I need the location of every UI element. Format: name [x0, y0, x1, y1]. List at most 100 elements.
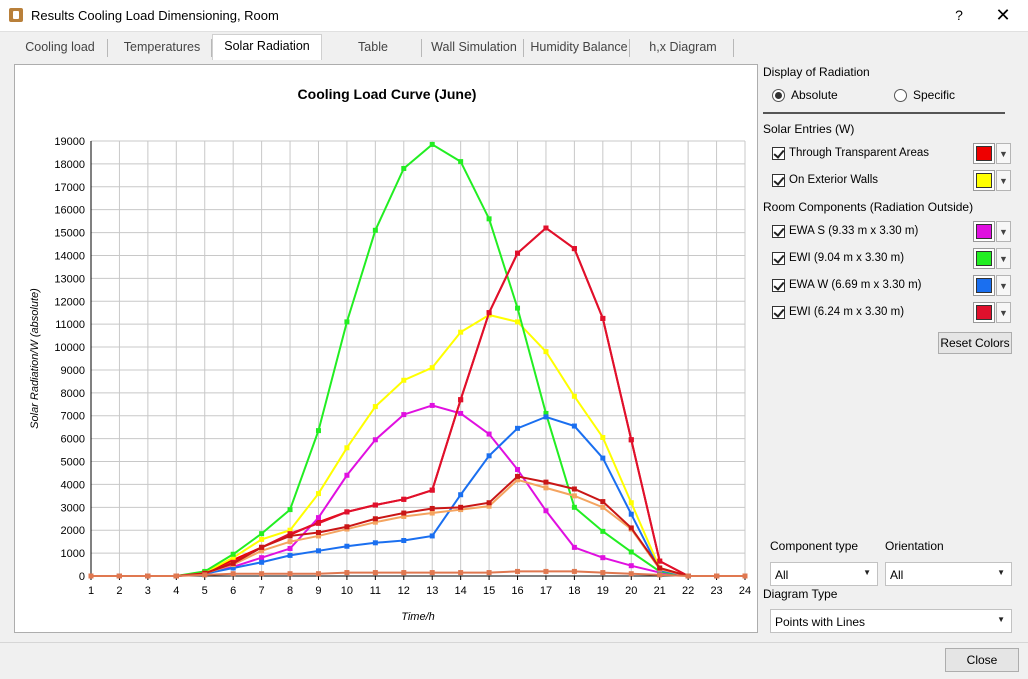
data-point [315, 515, 321, 521]
data-point [600, 434, 606, 440]
component-checkbox[interactable] [772, 306, 785, 319]
data-point [515, 473, 521, 479]
orientation-select[interactable]: All ▼ [885, 562, 1012, 586]
through-transparent-checkbox[interactable] [772, 147, 785, 160]
specific-label: Specific [913, 88, 956, 102]
diagram-type-select[interactable]: Points with Lines ▼ [770, 609, 1012, 633]
series-line [91, 475, 745, 577]
component-checkbox[interactable] [772, 252, 785, 265]
color-swatch[interactable] [973, 221, 995, 242]
data-point [315, 571, 321, 577]
data-point [486, 453, 492, 459]
chevron-down-icon[interactable]: ▼ [996, 302, 1011, 323]
y-tick-label: 19000 [54, 136, 85, 148]
tab-wall-simulation[interactable]: Wall Simulation [424, 36, 524, 59]
x-tick-label: 24 [739, 585, 751, 597]
x-tick-label: 23 [710, 585, 722, 597]
data-point [287, 539, 293, 545]
data-point [401, 513, 407, 519]
data-point [287, 533, 293, 539]
x-tick-label: 7 [259, 585, 265, 597]
x-tick-label: 5 [202, 585, 208, 597]
through-transparent-label: Through Transparent Areas [789, 147, 929, 159]
reset-colors-button[interactable]: Reset Colors [938, 332, 1012, 354]
color-swatch[interactable] [973, 275, 995, 296]
data-point [372, 570, 378, 576]
x-axis-label: Time/h [401, 611, 435, 623]
component-type-select[interactable]: All ▼ [770, 562, 878, 586]
data-point [515, 477, 521, 483]
options-panel: Display of Radiation Absolute Specific S… [760, 60, 1024, 640]
help-button[interactable]: ? [955, 7, 963, 23]
data-point [571, 246, 577, 252]
data-point [344, 445, 350, 451]
chevron-down-icon[interactable]: ▼ [996, 275, 1011, 296]
x-tick-label: 10 [341, 585, 353, 597]
color-swatch[interactable] [973, 302, 995, 323]
title-bar: Results Cooling Load Dimensioning, Room … [0, 0, 1028, 32]
color-swatch[interactable] [973, 143, 995, 164]
x-tick-label: 18 [568, 585, 580, 597]
x-tick-label: 3 [145, 585, 151, 597]
data-point [429, 141, 435, 147]
tab-humidity-balance[interactable]: Humidity Balance [528, 36, 630, 59]
x-tick-label: 8 [287, 585, 293, 597]
tab-table[interactable]: Table [324, 36, 422, 59]
data-point [543, 508, 549, 514]
component-label: EWA S (9.33 m x 3.30 m) [789, 225, 919, 237]
data-point [287, 507, 293, 513]
data-point [315, 491, 321, 497]
tab-temperatures[interactable]: Temperatures [112, 36, 212, 59]
tab-hx-diagram[interactable]: h,x Diagram [632, 36, 734, 59]
component-checkbox[interactable] [772, 279, 785, 292]
data-point [515, 467, 521, 473]
data-point [173, 573, 179, 579]
data-point [600, 315, 606, 321]
chevron-down-icon: ▼ [997, 568, 1005, 577]
data-point [458, 397, 464, 403]
data-point [742, 573, 748, 579]
data-point [515, 568, 521, 574]
tab-solar-radiation[interactable]: Solar Radiation [212, 34, 322, 60]
solar-entries-label: Solar Entries (W) [763, 122, 855, 136]
series-line [91, 570, 745, 577]
data-point [429, 365, 435, 371]
tab-cooling-load[interactable]: Cooling load [12, 36, 108, 59]
x-tick-label: 20 [625, 585, 637, 597]
data-point [259, 548, 265, 554]
y-tick-label: 17000 [54, 182, 85, 194]
data-point [486, 503, 492, 509]
y-tick-label: 0 [79, 571, 85, 583]
absolute-radio[interactable]: Absolute [772, 88, 838, 102]
chevron-down-icon[interactable]: ▼ [996, 221, 1011, 242]
data-point [429, 402, 435, 408]
x-tick-label: 2 [116, 585, 122, 597]
component-checkbox[interactable] [772, 225, 785, 238]
chevron-down-icon[interactable]: ▼ [996, 143, 1011, 164]
data-point [458, 159, 464, 165]
absolute-label: Absolute [791, 88, 838, 102]
y-tick-label: 14000 [54, 250, 85, 262]
data-point [429, 505, 435, 511]
data-point [259, 536, 265, 542]
footer-divider [0, 642, 1028, 643]
close-window-icon[interactable]: ✕ [995, 5, 1011, 25]
specific-radio[interactable]: Specific [894, 88, 955, 102]
data-point [600, 528, 606, 534]
color-swatch[interactable] [973, 170, 995, 191]
x-tick-label: 13 [426, 585, 438, 597]
data-point [259, 571, 265, 577]
y-tick-label: 10000 [54, 342, 85, 354]
close-button[interactable]: Close [945, 648, 1019, 672]
data-point [344, 543, 350, 549]
y-tick-label: 12000 [54, 296, 85, 308]
tab-bar: Cooling load Temperatures Solar Radiatio… [12, 34, 752, 60]
color-swatch[interactable] [973, 248, 995, 269]
y-tick-label: 5000 [61, 457, 85, 469]
chevron-down-icon[interactable]: ▼ [996, 248, 1011, 269]
data-point [230, 555, 236, 561]
data-point [230, 560, 236, 566]
chevron-down-icon[interactable]: ▼ [996, 170, 1011, 191]
exterior-walls-checkbox[interactable] [772, 174, 785, 187]
data-point [372, 516, 378, 522]
